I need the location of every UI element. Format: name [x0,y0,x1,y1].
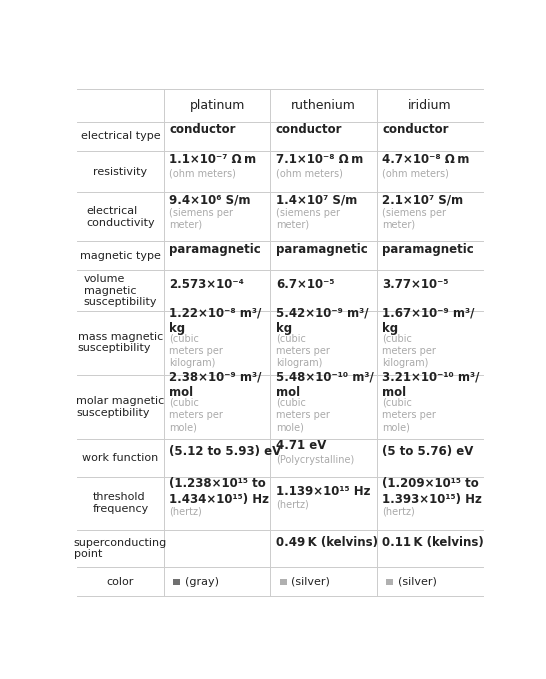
Text: conductor: conductor [276,124,342,136]
Text: platinum: platinum [189,99,245,112]
Text: 4.71 eV: 4.71 eV [276,439,327,452]
Text: conductor: conductor [169,124,236,136]
Bar [386,579,393,585]
Bar [280,579,287,585]
Text: 7.1×10⁻⁸ Ω m: 7.1×10⁻⁸ Ω m [276,153,363,166]
Text: paramagnetic: paramagnetic [169,243,261,256]
Text: mass magnetic
susceptibility: mass magnetic susceptibility [78,332,163,353]
Text: 4.7×10⁻⁸ Ω m: 4.7×10⁻⁸ Ω m [382,153,470,166]
Text: (silver): (silver) [398,577,437,587]
Text: 3.21×10⁻¹⁰ m³/
mol: 3.21×10⁻¹⁰ m³/ mol [382,370,480,399]
Text: (1.238×10¹⁵ to
1.434×10¹⁵) Hz: (1.238×10¹⁵ to 1.434×10¹⁵) Hz [169,477,270,506]
Text: 5.42×10⁻⁹ m³/
kg: 5.42×10⁻⁹ m³/ kg [276,306,369,335]
Text: 0.49 K (kelvins): 0.49 K (kelvins) [276,536,378,549]
Text: color: color [106,577,134,587]
Text: 2.38×10⁻⁹ m³/
mol: 2.38×10⁻⁹ m³/ mol [169,370,262,399]
Text: ruthenium: ruthenium [291,99,356,112]
Text: (1.209×10¹⁵ to
1.393×10¹⁵) Hz: (1.209×10¹⁵ to 1.393×10¹⁵) Hz [382,477,482,506]
Text: (cubic
meters per
mole): (cubic meters per mole) [169,397,223,432]
Text: 1.1×10⁻⁷ Ω m: 1.1×10⁻⁷ Ω m [169,153,257,166]
Text: (ohm meters): (ohm meters) [382,168,449,179]
Text: (hertz): (hertz) [169,506,202,516]
Text: (cubic
meters per
mole): (cubic meters per mole) [382,397,436,432]
Text: (5 to 5.76) eV: (5 to 5.76) eV [382,445,474,458]
Text: (hertz): (hertz) [276,500,308,510]
Text: (hertz): (hertz) [382,506,415,516]
Text: magnetic type: magnetic type [80,251,161,261]
Text: electrical
conductivity: electrical conductivity [86,206,155,227]
Text: 9.4×10⁶ S/m: 9.4×10⁶ S/m [169,194,251,206]
Text: 1.4×10⁷ S/m: 1.4×10⁷ S/m [276,194,357,206]
Text: (cubic
meters per
kilogram): (cubic meters per kilogram) [169,333,223,368]
Text: (Polycrystalline): (Polycrystalline) [276,454,354,464]
Text: 2.1×10⁷ S/m: 2.1×10⁷ S/m [382,194,464,206]
Text: (ohm meters): (ohm meters) [276,168,343,179]
Text: 6.7×10⁻⁵: 6.7×10⁻⁵ [276,278,334,291]
Text: 1.139×10¹⁵ Hz: 1.139×10¹⁵ Hz [276,485,370,498]
Text: paramagnetic: paramagnetic [276,243,367,256]
Text: volume
magnetic
susceptibility: volume magnetic susceptibility [84,274,157,307]
Text: threshold
frequency: threshold frequency [92,492,149,514]
Text: (5.12 to 5.93) eV: (5.12 to 5.93) eV [169,445,282,458]
Text: work function: work function [82,453,158,462]
Text: 3.77×10⁻⁵: 3.77×10⁻⁵ [382,278,449,291]
Text: iridium: iridium [408,99,452,112]
Text: 2.573×10⁻⁴: 2.573×10⁻⁴ [169,278,245,291]
Text: 5.48×10⁻¹⁰ m³/
mol: 5.48×10⁻¹⁰ m³/ mol [276,370,373,399]
Text: (cubic
meters per
kilogram): (cubic meters per kilogram) [276,333,330,368]
Text: 0.11 K (kelvins): 0.11 K (kelvins) [382,536,484,549]
Text: paramagnetic: paramagnetic [382,243,474,256]
Text: (siemens per
meter): (siemens per meter) [382,208,446,230]
Text: (siemens per
meter): (siemens per meter) [276,208,340,230]
Text: conductor: conductor [382,124,449,136]
Bar [173,579,180,585]
Text: (cubic
meters per
kilogram): (cubic meters per kilogram) [382,333,436,368]
Text: electrical type: electrical type [81,131,160,141]
Text: (silver): (silver) [292,577,330,587]
Text: (gray): (gray) [185,577,219,587]
Text: molar magnetic
susceptibility: molar magnetic susceptibility [76,396,164,418]
Text: (siemens per
meter): (siemens per meter) [169,208,234,230]
Text: (ohm meters): (ohm meters) [169,168,236,179]
Text: 1.22×10⁻⁸ m³/
kg: 1.22×10⁻⁸ m³/ kg [169,306,262,335]
Text: 1.67×10⁻⁹ m³/
kg: 1.67×10⁻⁹ m³/ kg [382,306,474,335]
Text: (cubic
meters per
mole): (cubic meters per mole) [276,397,330,432]
Text: resistivity: resistivity [93,166,147,177]
Text: superconducting
point: superconducting point [74,538,167,559]
